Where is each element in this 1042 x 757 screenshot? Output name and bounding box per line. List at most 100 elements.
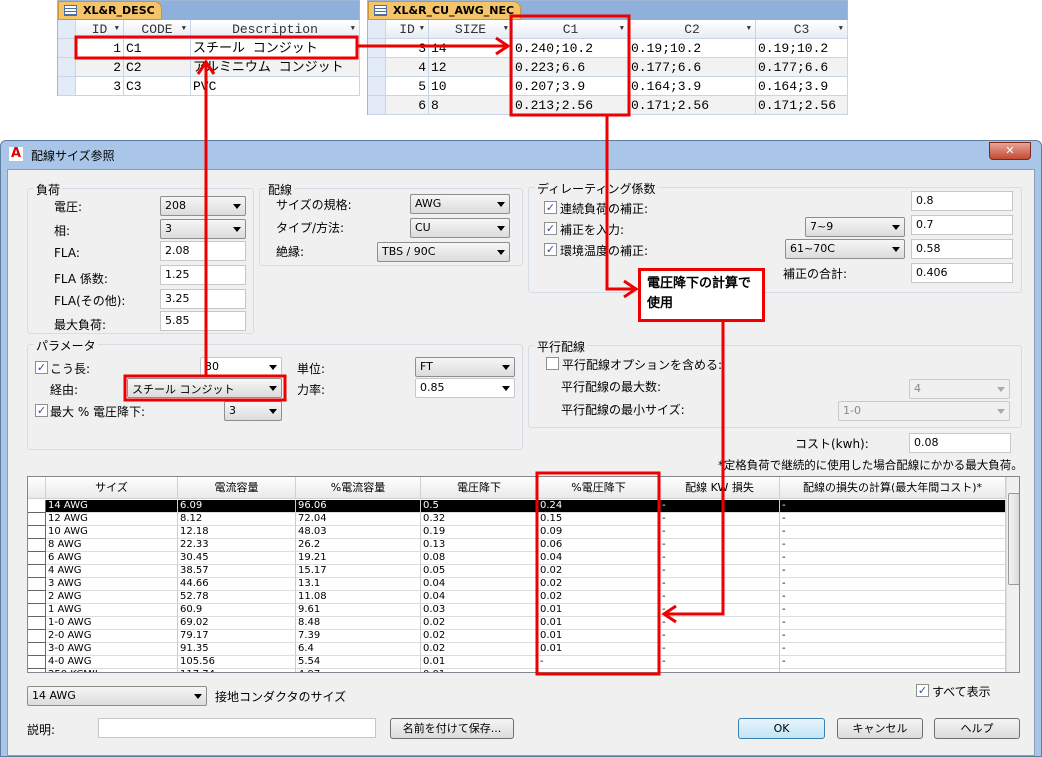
column-header[interactable]: C3 ▼ (756, 20, 848, 39)
table-cell[interactable]: 0.19;10.2 (629, 39, 756, 58)
pf-select[interactable]: 0.85 (415, 378, 515, 398)
table-cell[interactable]: 3 (386, 39, 429, 58)
table-cell[interactable]: 0.164;3.9 (756, 77, 848, 96)
tab-desc[interactable]: XL&R_DESC (58, 1, 162, 20)
grid-row[interactable]: 10 AWG 12.18 48.03 0.19 0.09- - (28, 526, 1006, 539)
table-cell[interactable]: 0.164;3.9 (629, 77, 756, 96)
table-cell[interactable]: 6 (386, 96, 429, 115)
save-as-button[interactable]: 名前を付けて保存... (390, 718, 514, 739)
grid-column-header[interactable]: 電圧降下 (421, 477, 538, 499)
column-header[interactable]: C2 ▼ (629, 20, 756, 39)
row-header[interactable] (28, 604, 46, 617)
table-cell[interactable]: 2 (76, 58, 124, 77)
grid-column-header[interactable]: 電流容量 (178, 477, 296, 499)
phase-select[interactable]: 3 (160, 219, 246, 239)
column-header[interactable]: ID ▼ (386, 20, 429, 39)
table-cell[interactable]: 0.19;10.2 (756, 39, 848, 58)
dropdown-icon[interactable]: ▼ (838, 25, 843, 33)
adjust-checkbox[interactable]: ✓ (544, 222, 557, 235)
table-cell[interactable]: 4 (386, 58, 429, 77)
dropdown-icon[interactable]: ▼ (114, 25, 119, 33)
grid-row[interactable]: 1 AWG 60.9 9.61 0.03 0.01- - (28, 604, 1006, 617)
dropdown-icon[interactable]: ▼ (350, 25, 355, 33)
row-header[interactable] (28, 539, 46, 552)
fla-factor-input[interactable]: 1.25 (160, 265, 246, 285)
dropdown-icon[interactable]: ▼ (419, 25, 424, 33)
voltage-select[interactable]: 208 (160, 196, 246, 216)
grid-row[interactable]: 14 AWG 6.09 96.06 0.5 0.24- - (28, 500, 1006, 513)
column-header[interactable]: Description ▼ (191, 20, 360, 39)
table-cell[interactable]: 3 (76, 77, 124, 96)
select-all-corner[interactable] (368, 20, 386, 39)
dropdown-icon[interactable]: ▼ (746, 25, 751, 33)
row-header[interactable] (28, 578, 46, 591)
adjust-input[interactable]: 0.7 (911, 215, 1013, 235)
column-header[interactable]: C1 ▼ (513, 20, 629, 39)
row-header[interactable] (28, 643, 46, 656)
ambient-input[interactable]: 0.58 (911, 239, 1013, 259)
row-header[interactable] (28, 565, 46, 578)
table-cell[interactable]: 0.171;2.56 (756, 96, 848, 115)
total-input[interactable]: 0.406 (911, 263, 1013, 283)
table-cell[interactable]: 0.177;6.6 (629, 58, 756, 77)
help-button[interactable]: ヘルプ (934, 718, 1020, 739)
dropdown-icon[interactable]: ▼ (503, 25, 508, 33)
grid-row[interactable]: 4 AWG 38.57 15.17 0.05 0.02- - (28, 565, 1006, 578)
grid-row[interactable]: 4-0 AWG 105.56 5.54 0.01- - - (28, 656, 1006, 669)
parallel-max-select[interactable]: 4 (909, 379, 1010, 399)
grid-column-header[interactable]: %電圧降下 (538, 477, 660, 499)
continuous-input[interactable]: 0.8 (911, 191, 1013, 211)
length-select[interactable]: 30 (200, 357, 282, 377)
grid-row[interactable]: 8 AWG 22.33 26.2 0.13 0.06- - (28, 539, 1006, 552)
column-header[interactable]: SIZE ▼ (429, 20, 513, 39)
row-selector[interactable] (58, 58, 76, 77)
row-header[interactable] (28, 500, 46, 513)
tab-awg[interactable]: XL&R_CU_AWG_NEC (368, 1, 522, 20)
continuous-checkbox[interactable]: ✓ (544, 201, 557, 214)
grid-column-header[interactable]: 配線 KW 損失 (660, 477, 780, 499)
row-header[interactable] (28, 552, 46, 565)
table-cell[interactable]: C3 (124, 77, 191, 96)
fla-other-input[interactable]: 3.25 (160, 289, 246, 309)
scroll-thumb[interactable] (1008, 493, 1019, 585)
row-header[interactable] (28, 669, 46, 672)
ambient-range-select[interactable]: 61~70C (785, 239, 905, 259)
description-input[interactable] (98, 718, 376, 738)
row-selector[interactable] (368, 77, 386, 96)
adjust-range-select[interactable]: 7~9 (805, 217, 905, 237)
dropdown-icon[interactable]: ▼ (181, 25, 186, 33)
row-header[interactable] (28, 526, 46, 539)
unit-select[interactable]: FT (415, 357, 515, 377)
table-cell[interactable]: 5 (386, 77, 429, 96)
grid-row[interactable]: 3-0 AWG 91.35 6.4 0.02 0.01- - (28, 643, 1006, 656)
maxvd-checkbox[interactable]: ✓ (35, 404, 48, 417)
table-cell[interactable]: 0.171;2.56 (629, 96, 756, 115)
insulation-select[interactable]: TBS / 90C (377, 242, 510, 262)
max-load-input[interactable]: 5.85 (160, 311, 246, 331)
row-selector[interactable] (368, 58, 386, 77)
table-cell[interactable]: C2 (124, 58, 191, 77)
grid-column-header[interactable]: 配線の損失の計算(最大年間コスト)* (780, 477, 1006, 499)
row-selector[interactable] (58, 77, 76, 96)
row-selector[interactable] (368, 96, 386, 115)
grid-column-header[interactable]: %電流容量 (296, 477, 421, 499)
table-cell[interactable]: 0.223;6.6 (513, 58, 629, 77)
parallel-checkbox[interactable] (546, 357, 559, 370)
close-button[interactable]: ✕ (989, 142, 1031, 160)
row-header[interactable] (28, 513, 46, 526)
row-header[interactable] (28, 617, 46, 630)
table-cell[interactable]: アルミニウム コンジット (191, 58, 360, 77)
type-select[interactable]: CU (410, 218, 510, 238)
show-all-checkbox[interactable]: ✓ (916, 684, 929, 697)
cost-input[interactable]: 0.08 (909, 433, 1011, 453)
grid-row[interactable]: 2-0 AWG 79.17 7.39 0.02 0.01- - (28, 630, 1006, 643)
table-cell[interactable]: 0.213;2.56 (513, 96, 629, 115)
ground-size-select[interactable]: 14 AWG (27, 686, 207, 706)
row-header[interactable] (28, 630, 46, 643)
cancel-button[interactable]: キャンセル (837, 718, 923, 739)
size-std-select[interactable]: AWG (410, 194, 510, 214)
ok-button[interactable]: OK (738, 718, 825, 739)
row-header[interactable] (28, 591, 46, 604)
dropdown-icon[interactable]: ▼ (619, 25, 624, 33)
grid-row[interactable]: 2 AWG 52.78 11.08 0.04 0.02- - (28, 591, 1006, 604)
